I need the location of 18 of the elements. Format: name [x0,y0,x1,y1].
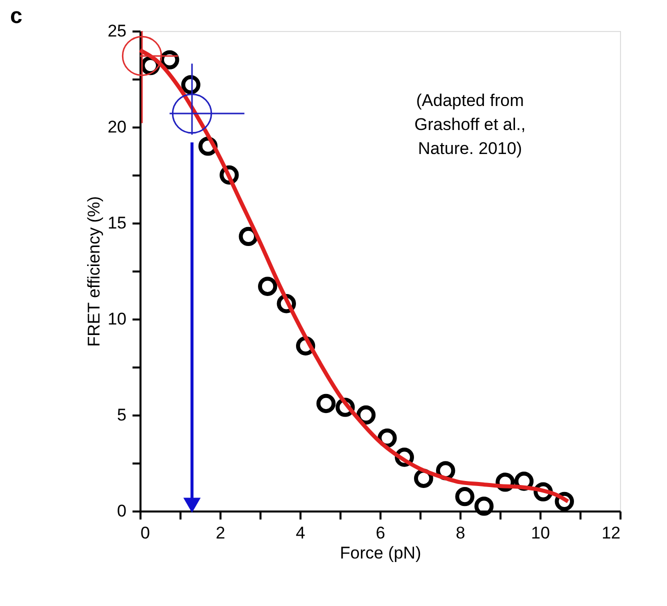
annotation: (Adapted from Grashoff et al., Nature. 2010) [414,91,526,158]
y-tick-label: 10 [108,310,126,328]
y-tick-label: 20 [108,118,126,136]
y-tick-label: 0 [117,502,126,520]
x-tick-label: 0 [140,524,150,542]
line-series [138,48,570,504]
y-axis-title: FRET efficiency (%) [84,196,104,347]
x-tick-label: 10 [531,524,550,542]
x-tick-label: 6 [376,524,386,542]
y-tick-label: 15 [108,214,126,232]
x-axis-title: Force (pN) [340,544,422,562]
x-tick-label: 2 [216,524,226,542]
chart-title: c [10,3,22,28]
y-tick-label: 25 [108,22,126,40]
x-tick-label: 4 [296,524,306,542]
x-tick-label: 12 [602,524,620,542]
y-tick-label: 5 [117,406,126,424]
x-tick-label: 8 [456,524,466,542]
